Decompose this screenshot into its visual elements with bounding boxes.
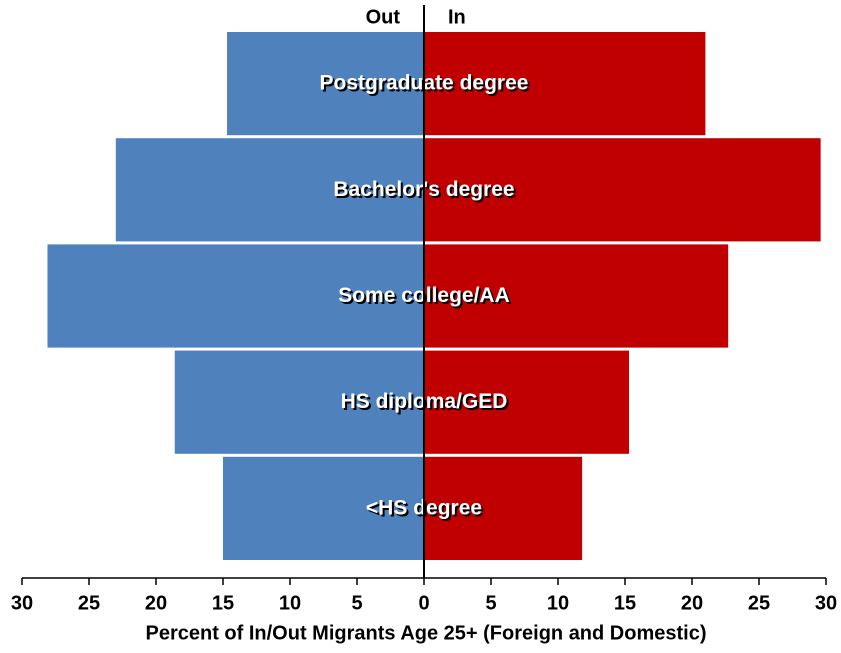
x-tick-label: 20 (681, 592, 703, 614)
bar (227, 32, 424, 136)
bar (424, 244, 729, 348)
x-tick-label: 30 (815, 592, 837, 614)
bar (115, 138, 425, 242)
x-tick-label: 0 (418, 592, 429, 614)
bar (424, 138, 821, 242)
bar (424, 32, 706, 136)
legend-label: Out (366, 6, 401, 28)
x-tick-label: 25 (78, 592, 100, 614)
x-tick-label: 15 (614, 592, 636, 614)
x-tick-label: 25 (748, 592, 770, 614)
x-tick-label: 10 (547, 592, 569, 614)
x-tick-label: 20 (145, 592, 167, 614)
x-tick-label: 5 (351, 592, 362, 614)
legend-label: In (448, 6, 466, 28)
bar (223, 456, 424, 560)
bar (424, 350, 630, 454)
bar (424, 456, 583, 560)
x-tick-label: 15 (212, 592, 234, 614)
bar (47, 244, 425, 348)
bar (174, 350, 424, 454)
x-axis-label: Percent of In/Out Migrants Age 25+ (Fore… (145, 622, 706, 644)
x-tick-label: 5 (485, 592, 496, 614)
x-tick-label: 10 (279, 592, 301, 614)
x-tick-label: 30 (11, 592, 33, 614)
